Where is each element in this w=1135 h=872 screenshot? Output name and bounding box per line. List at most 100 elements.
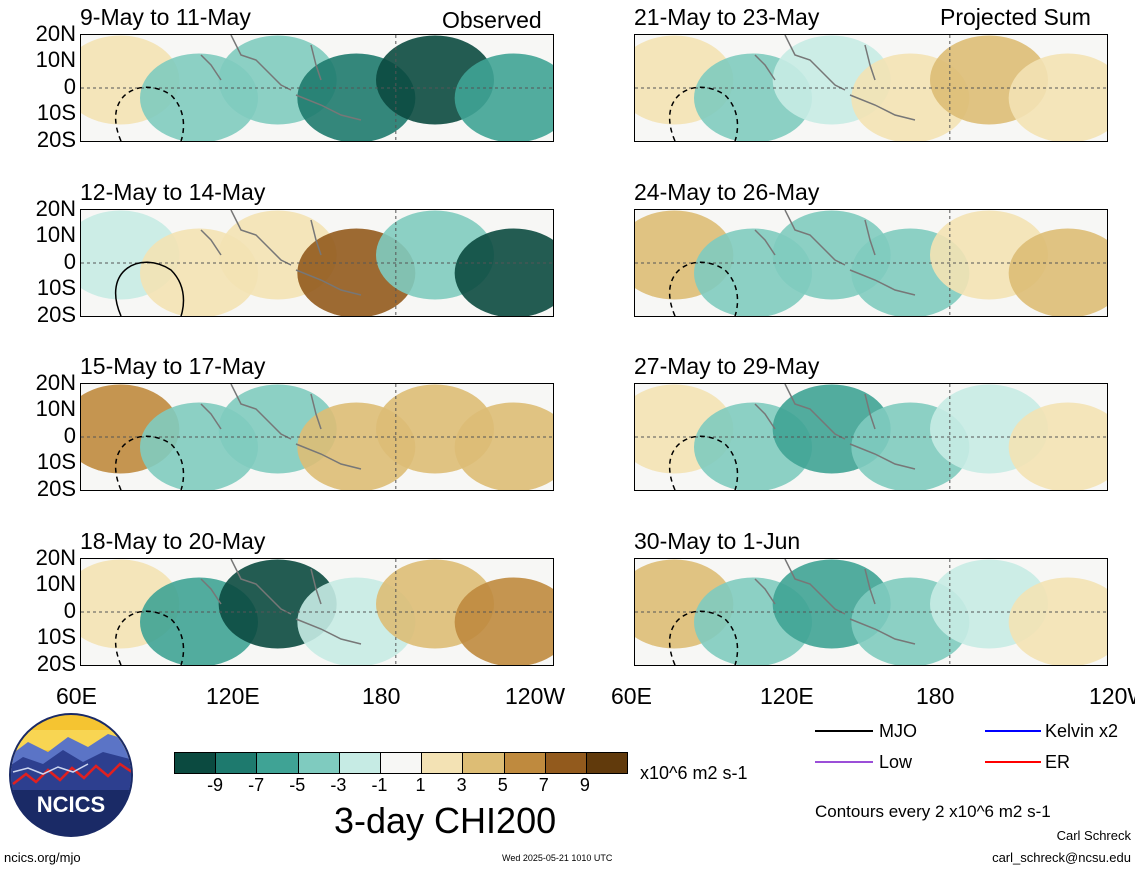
mjo-contour	[114, 86, 185, 141]
colorbar-swatch	[544, 753, 586, 773]
lon-label: 120E	[760, 683, 814, 709]
mjo-contour	[668, 86, 739, 141]
colorbar-swatch	[256, 753, 298, 773]
site-link[interactable]: ncics.org/mjo	[4, 850, 81, 865]
map-panel	[634, 383, 1108, 491]
colorbar-swatch	[585, 753, 628, 773]
timestamp: Wed 2025-05-21 1010 UTC	[502, 853, 613, 863]
lat-label: 20N	[35, 21, 76, 46]
coastline	[200, 210, 362, 296]
observed-label: Observed	[442, 7, 542, 33]
legend-line-low	[815, 752, 877, 772]
mjo-contour	[668, 610, 739, 665]
map-panel	[80, 558, 554, 666]
lat-label: 10N	[35, 222, 76, 247]
mjo-contour	[668, 261, 739, 316]
colorbar-tick-label: -3	[330, 775, 347, 795]
anomaly-region	[1008, 577, 1107, 665]
colorbar-swatch	[421, 753, 463, 773]
legend-label: Low	[879, 752, 913, 772]
colorbar-units: x10^6 m2 s-1	[640, 763, 748, 783]
colorbar-title: 3-day CHI200	[334, 800, 557, 841]
colorbar-tick-label: 1	[415, 775, 426, 795]
mjo-contour	[114, 435, 185, 490]
coastline	[754, 559, 916, 645]
lat-label: 10N	[35, 47, 76, 72]
logo-text: NCICS	[37, 792, 105, 817]
colorbar-tick-label: -1	[371, 775, 388, 795]
panel-title: 9-May to 11-May	[80, 4, 251, 30]
legend-label: Kelvin x2	[1045, 721, 1119, 741]
anomaly-region	[1008, 402, 1107, 490]
colorbar-swatch	[503, 753, 545, 773]
lon-label: 120W	[505, 683, 566, 709]
author-email: carl_schreck@ncsu.edu	[992, 850, 1131, 865]
lat-label: 20S	[36, 476, 76, 501]
lat-label: 0	[63, 598, 76, 623]
lon-label: 120E	[206, 683, 260, 709]
panel-title: 30-May to 1-Jun	[634, 528, 801, 554]
anomaly-region	[454, 577, 553, 665]
anomaly-region	[454, 228, 553, 316]
coastline	[754, 384, 916, 470]
legend-label: MJO	[879, 721, 917, 741]
colorbar-swatch	[215, 753, 257, 773]
colorbar-tick-label: 7	[538, 775, 549, 795]
panel-title: 12-May to 14-May	[80, 179, 266, 205]
legend-line-mjo	[815, 721, 877, 741]
lat-label: 0	[63, 423, 76, 448]
ncics-logo: NCICS	[8, 712, 134, 838]
lon-label: 180	[362, 683, 401, 709]
panel-title: 27-May to 29-May	[634, 353, 820, 379]
projected-sum-label: Projected Sum	[940, 4, 1091, 30]
contour-note: Contours every 2 x10^6 m2 s-1	[815, 802, 1051, 821]
anomaly-region	[454, 53, 553, 141]
map-panel	[80, 34, 554, 142]
lat-label: 10N	[35, 396, 76, 421]
colorbar	[174, 752, 628, 774]
map-panel	[80, 209, 554, 317]
panel-title: 24-May to 26-May	[634, 179, 820, 205]
lat-label: 20S	[36, 651, 76, 676]
lat-label: 10S	[36, 449, 76, 474]
map-panel	[80, 383, 554, 491]
legend-line-er	[985, 752, 1043, 772]
lat-label: 20S	[36, 302, 76, 327]
lon-label: 60E	[611, 683, 652, 709]
map-panel	[634, 558, 1108, 666]
anomaly-region	[1008, 53, 1107, 141]
lat-label: 20S	[36, 127, 76, 152]
lat-label: 20N	[35, 196, 76, 221]
coastline	[200, 35, 362, 121]
lat-label: 10S	[36, 275, 76, 300]
mjo-contour	[668, 435, 739, 490]
colorbar-tick-label: 3	[456, 775, 467, 795]
lat-label: 10S	[36, 624, 76, 649]
legend-line-kelvin	[985, 721, 1043, 741]
lon-label: 120W	[1089, 683, 1135, 709]
map-panel	[634, 34, 1108, 142]
lat-label: 10S	[36, 100, 76, 125]
colorbar-swatch	[175, 753, 216, 773]
coastline	[200, 559, 362, 645]
colorbar-tick-label: -9	[207, 775, 224, 795]
lon-label: 180	[916, 683, 955, 709]
coastline	[200, 384, 362, 470]
anomaly-region	[454, 402, 553, 490]
panel-title: 15-May to 17-May	[80, 353, 266, 379]
map-panel	[634, 209, 1108, 317]
colorbar-swatch	[379, 753, 422, 773]
coastline	[754, 35, 916, 121]
lon-label: 60E	[56, 683, 97, 709]
colorbar-tick-label: -7	[248, 775, 265, 795]
mjo-contour	[114, 261, 185, 316]
author: Carl Schreck	[1056, 828, 1131, 843]
colorbar-tick-label: -5	[289, 775, 306, 795]
lat-label: 20N	[35, 545, 76, 570]
coastline	[754, 210, 916, 296]
colorbar-tick-label: 9	[579, 775, 590, 795]
lat-label: 20N	[35, 370, 76, 395]
colorbar-tick-label: 5	[497, 775, 508, 795]
mjo-contour	[114, 610, 185, 665]
lat-label: 10N	[35, 571, 76, 596]
